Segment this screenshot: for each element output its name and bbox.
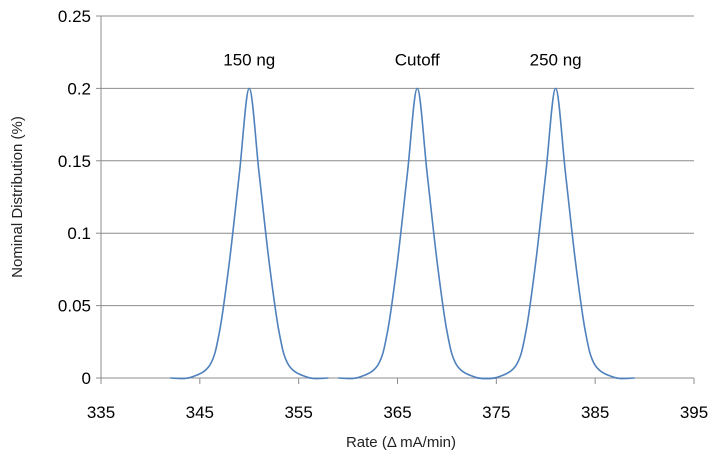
annotation-label: Cutoff: [395, 50, 440, 69]
x-tick-label: 345: [186, 403, 214, 422]
x-axis-title: Rate (Δ mA/min): [346, 434, 456, 451]
series-line-1: [170, 87, 329, 380]
series-line-2: [338, 87, 497, 380]
axes: [96, 15, 695, 384]
x-tick-label: 365: [383, 403, 411, 422]
x-tick-label: 385: [581, 403, 609, 422]
y-tick-label: 0.2: [67, 79, 91, 98]
annotation-label: 250 ng: [530, 50, 582, 69]
annotations: 150 ng Cutoff 250 ng: [223, 50, 581, 69]
x-tick-label: 395: [680, 403, 708, 422]
annotation-label: 150 ng: [223, 50, 275, 69]
y-tick-label: 0: [82, 369, 91, 388]
curves: [170, 87, 635, 380]
y-tick-label: 0.25: [58, 7, 91, 26]
y-tick-label: 0.05: [58, 297, 91, 316]
gridlines: [101, 15, 694, 307]
x-tick-label: 355: [284, 403, 312, 422]
y-tick-labels: 0 0.05 0.1 0.15 0.2 0.25: [58, 7, 91, 388]
x-tick-label: 375: [482, 403, 510, 422]
series-line-3: [476, 87, 635, 380]
y-tick-label: 0.15: [58, 152, 91, 171]
x-tick-label: 335: [87, 403, 115, 422]
y-tick-label: 0.1: [67, 224, 91, 243]
y-axis-title: Nominal Distribution (%): [9, 116, 26, 278]
x-tick-labels: 335 345 355 365 375 385 395: [87, 403, 708, 422]
